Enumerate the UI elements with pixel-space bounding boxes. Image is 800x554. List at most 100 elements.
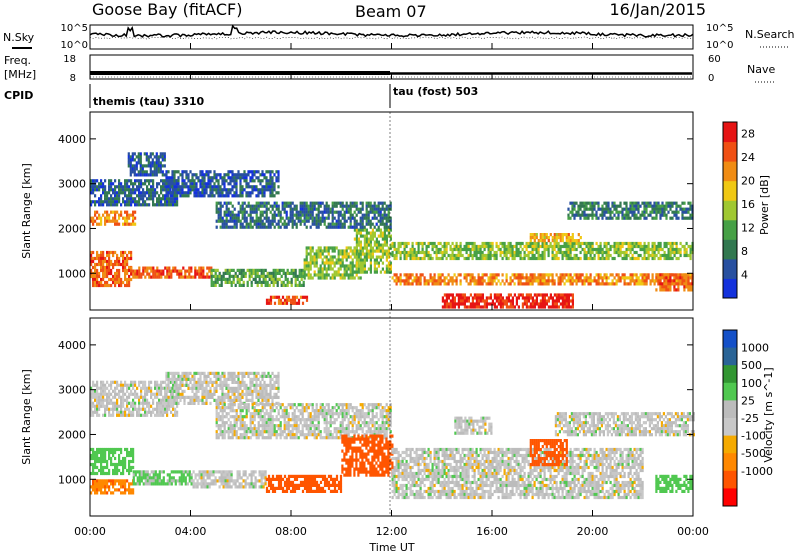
power-cell: [539, 282, 542, 286]
power-cell: [193, 185, 196, 189]
power-cell: [177, 188, 180, 192]
power-cell: [210, 277, 213, 281]
velocity-cell: [173, 386, 176, 390]
power-cell: [631, 213, 634, 217]
power-cell: [323, 267, 326, 271]
power-cell: [523, 299, 526, 303]
power-cell: [168, 269, 171, 273]
power-cell: [149, 170, 152, 174]
velocity-cell: [132, 392, 135, 396]
power-cell: [357, 255, 360, 259]
power-cell: [225, 207, 228, 211]
power-cell: [543, 236, 546, 240]
power-cell: [255, 194, 258, 198]
power-cell: [151, 152, 154, 156]
power-cell: [365, 240, 368, 244]
velocity-cell: [227, 383, 230, 387]
power-cell: [136, 200, 139, 204]
power-cell: [507, 282, 510, 286]
power-cell: [373, 240, 376, 244]
power-cell: [313, 201, 316, 205]
power-cell: [170, 272, 173, 276]
power-cell: [321, 252, 324, 256]
power-cell: [129, 155, 132, 159]
power-cell: [325, 246, 328, 250]
power-cell: [385, 249, 388, 253]
power-cell: [535, 247, 538, 252]
velocity-cell: [96, 380, 99, 384]
velocity-cell: [171, 377, 174, 381]
power-cell: [214, 280, 217, 284]
power-cell: [98, 256, 101, 261]
power-cell: [175, 194, 178, 198]
power-cell: [124, 259, 127, 264]
power-cell: [233, 173, 236, 177]
power-cell: [375, 243, 378, 247]
power-cell: [535, 244, 538, 249]
velocity-cell: [247, 392, 250, 396]
velocity-cell: [106, 404, 109, 408]
power-cell: [477, 276, 480, 280]
power-cell: [509, 293, 512, 297]
power-cell: [347, 252, 350, 256]
velocity-cell: [140, 413, 143, 417]
power-cell: [132, 216, 135, 220]
power-cell: [164, 266, 167, 270]
power-cell: [114, 179, 117, 183]
velocity-cell: [257, 383, 260, 387]
power-cell: [453, 247, 456, 252]
power-cell: [257, 194, 260, 198]
power-cell: [260, 271, 263, 275]
power-cell: [133, 164, 136, 168]
power-cell: [208, 269, 211, 273]
power-cell: [140, 272, 143, 276]
power-cell: [631, 273, 634, 277]
power-cell: [100, 277, 103, 282]
power-cell: [521, 282, 524, 286]
power-cell: [217, 213, 220, 217]
velocity-heatmap: [90, 371, 695, 500]
power-cell: [353, 276, 356, 280]
power-cell: [124, 216, 127, 220]
power-cell: [154, 191, 157, 195]
power-cell: [657, 250, 660, 255]
power-cell: [489, 244, 492, 249]
power-cell: [501, 279, 504, 283]
velocity-cell: [128, 413, 131, 417]
power-cell: [261, 213, 264, 217]
power-cell: [185, 185, 188, 189]
power-cell: [525, 299, 528, 303]
power-cell: [389, 207, 392, 211]
power-cell: [479, 299, 482, 303]
power-cell: [583, 213, 586, 217]
power-cell: [249, 176, 252, 180]
power-cell: [106, 200, 109, 204]
power-cell: [377, 207, 380, 211]
power-colorbar-segment: [723, 161, 737, 182]
power-cell: [128, 265, 131, 270]
power-cell: [249, 213, 252, 217]
power-cell: [657, 279, 660, 283]
power-cell: [164, 188, 167, 192]
power-cell: [471, 247, 474, 252]
power-cell: [273, 173, 276, 177]
power-cell: [280, 268, 283, 272]
power-cell: [98, 262, 101, 267]
power-cell: [227, 182, 230, 186]
power-cell: [535, 256, 538, 261]
velocity-cell: [144, 407, 147, 411]
power-cell: [617, 204, 620, 208]
velocity-cell: [253, 386, 256, 390]
power-cell: [395, 253, 398, 258]
power-cell: [545, 241, 548, 246]
power-cell: [341, 216, 344, 220]
power-cell: [108, 185, 111, 189]
power-cell: [309, 252, 312, 256]
power-cell: [323, 273, 326, 277]
power-cell: [361, 252, 364, 256]
power-cell: [689, 201, 692, 205]
power-cell: [587, 279, 590, 283]
power-cell: [329, 267, 332, 271]
velocity-cell: [156, 395, 159, 399]
power-cell: [563, 273, 566, 277]
